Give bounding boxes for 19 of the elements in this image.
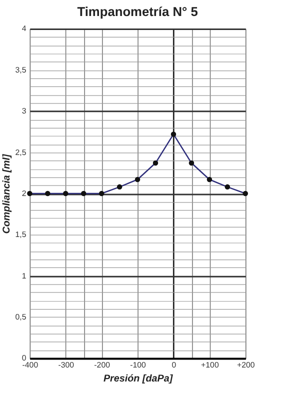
- y-tick-label: 4: [22, 24, 27, 34]
- y-axis-title: Compliancia [ml]: [1, 154, 12, 234]
- y-tick-label: 3: [22, 106, 27, 116]
- x-tick-label: -100: [130, 360, 147, 370]
- x-axis-title: Presión [daPa]: [103, 374, 174, 385]
- x-tick-label: -200: [94, 360, 111, 370]
- chart-title: Timpanometría N° 5: [77, 4, 198, 19]
- y-tick-label: 0: [22, 354, 27, 363]
- y-tick-label: 1,5: [15, 230, 27, 240]
- y-tick-label: 2,5: [15, 148, 27, 157]
- x-tick-label: -400: [22, 360, 39, 370]
- x-tick-label: +200: [236, 360, 256, 370]
- y-tick-label: 3,5: [15, 65, 27, 74]
- y-tick-label: 0,5: [15, 312, 27, 322]
- y-tick-label: 2: [22, 188, 26, 198]
- x-tick-label: -300: [58, 360, 75, 370]
- x-tick-label: 0: [172, 360, 177, 370]
- y-tick-label: 1: [22, 271, 27, 280]
- x-tick-label: +100: [201, 360, 220, 370]
